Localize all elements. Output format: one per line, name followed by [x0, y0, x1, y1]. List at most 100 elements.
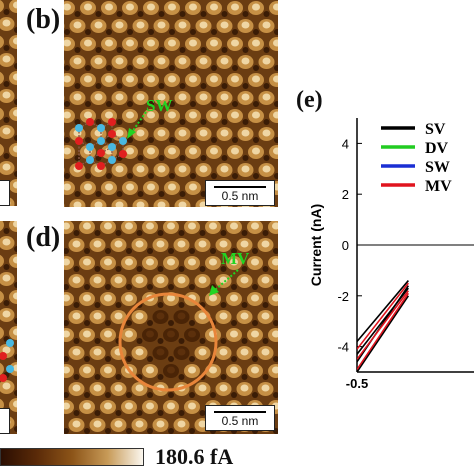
- stm-dark-spot: [136, 374, 143, 380]
- stm-dark-spot: [148, 173, 154, 179]
- stm-dark-spot: [84, 392, 90, 398]
- stm-spot-highlight: [83, 258, 91, 266]
- stm-spot-highlight: [252, 111, 260, 119]
- stm-dark-spot: [252, 392, 258, 398]
- stm-spot-highlight: [220, 165, 229, 173]
- stm-spot-highlight: [64, 294, 70, 302]
- stm-dark-spot: [94, 302, 101, 308]
- stm-dark-spot: [169, 29, 175, 35]
- stm-spot-highlight: [64, 330, 70, 338]
- stm-bright-spot: [0, 0, 4, 13]
- stm-dark-spot: [274, 29, 278, 35]
- y-tick-label: -4: [337, 340, 349, 355]
- stm-dark-spot: [116, 119, 123, 125]
- stm-dark-spot: [64, 356, 69, 362]
- stm-dark-spot: [157, 302, 164, 308]
- series-line-mv: [357, 290, 410, 360]
- stm-spot-highlight: [220, 129, 229, 137]
- stm-dark-spot: [220, 374, 227, 380]
- stm-spot-highlight: [136, 93, 145, 101]
- stm-spot-highlight: [251, 222, 259, 230]
- colorbar: [0, 448, 144, 466]
- stm-dark-spot: [64, 137, 70, 143]
- stm-bright-spot: [0, 221, 4, 232]
- stm-spot-highlight: [189, 111, 197, 119]
- stm-dark-spot: [262, 374, 269, 380]
- stm-dark-spot: [64, 284, 69, 290]
- stm-dark-spot: [106, 173, 112, 179]
- stm-spot-highlight: [64, 402, 70, 410]
- stm-spot-highlight: [125, 330, 133, 338]
- stm-spot-highlight: [273, 75, 278, 83]
- stm-dark-spot: [179, 155, 186, 161]
- stm-dark-spot: [169, 173, 175, 179]
- stm-spot-highlight: [93, 312, 102, 320]
- stm-dark-spot: [64, 173, 70, 179]
- stm-spot-highlight: [146, 366, 154, 374]
- stm-dark-spot: [242, 11, 249, 17]
- stm-bright-spot: [64, 131, 65, 137]
- stm-dark-spot: [73, 410, 80, 416]
- stm-spot-highlight: [156, 240, 165, 248]
- stm-spot-highlight: [198, 348, 207, 356]
- stm-spot-highlight: [83, 366, 91, 374]
- stm-spot-highlight: [64, 3, 71, 11]
- stm-spot-highlight: [126, 3, 134, 11]
- stm-spot-highlight: [126, 183, 134, 191]
- stm-spot-highlight: [261, 312, 270, 320]
- stm-dark-spot: [263, 47, 270, 53]
- stm-spot-highlight: [13, 256, 17, 264]
- stm-spot-highlight: [198, 276, 207, 284]
- stm-dark-spot: [14, 246, 17, 252]
- stm-dark-spot: [241, 374, 248, 380]
- stm-spot-highlight: [13, 221, 17, 228]
- stm-spot-highlight: [135, 384, 144, 392]
- stm-dark-spot: [200, 155, 207, 161]
- stm-dark-spot: [74, 47, 81, 53]
- stm-bright-spot: [64, 167, 65, 173]
- stm-spot-highlight: [251, 366, 259, 374]
- stm-dark-spot: [3, 81, 10, 87]
- stm-spot-highlight: [262, 57, 271, 65]
- stm-spot-highlight: [2, 274, 11, 282]
- stm-dark-spot: [137, 47, 144, 53]
- stm-spot-highlight: [240, 240, 249, 248]
- stm-spot-highlight: [230, 366, 238, 374]
- stm-spot-highlight: [231, 39, 239, 47]
- stm-spot-highlight: [64, 222, 70, 230]
- stm-spot-highlight: [72, 348, 81, 356]
- stm-dark-spot: [169, 137, 175, 143]
- stm-dark-spot: [148, 65, 154, 71]
- stm-spot-highlight: [273, 39, 278, 47]
- stm-spot-highlight: [64, 366, 70, 374]
- stm-spot-highlight: [136, 57, 145, 65]
- series-line-mv: [357, 282, 409, 350]
- stm-spot-highlight: [241, 21, 250, 29]
- stm-spot-highlight: [2, 346, 11, 354]
- stm-spot-highlight: [261, 348, 270, 356]
- stm-spot-highlight: [210, 111, 218, 119]
- y-tick-label: -2: [337, 289, 349, 304]
- stm-dark-spot: [190, 29, 196, 35]
- stm-dark-spot: [84, 248, 90, 254]
- stm-dark-spot: [157, 338, 164, 344]
- stm-dark-spot: [105, 320, 111, 326]
- stm-dark-spot: [158, 11, 165, 17]
- stm-dark-spot: [200, 83, 207, 89]
- stm-spot-highlight: [167, 222, 175, 230]
- stm-dark-spot: [94, 230, 101, 236]
- stm-dark-spot: [253, 137, 259, 143]
- stm-spot-highlight: [177, 384, 186, 392]
- stm-spot-highlight: [241, 165, 250, 173]
- stm-panel-c-partial: [0, 221, 17, 434]
- stm-dark-spot: [179, 119, 186, 125]
- stm-dark-spot: [3, 9, 10, 15]
- stm-spot-highlight: [114, 240, 123, 248]
- stm-spot-highlight: [261, 384, 270, 392]
- stm-dark-spot: [231, 248, 237, 254]
- stm-spot-highlight: [157, 21, 166, 29]
- stm-dark-spot: [64, 320, 69, 326]
- stm-spot-highlight: [115, 21, 124, 29]
- stm-spot-highlight: [72, 420, 81, 428]
- stm-spot-highlight: [146, 330, 154, 338]
